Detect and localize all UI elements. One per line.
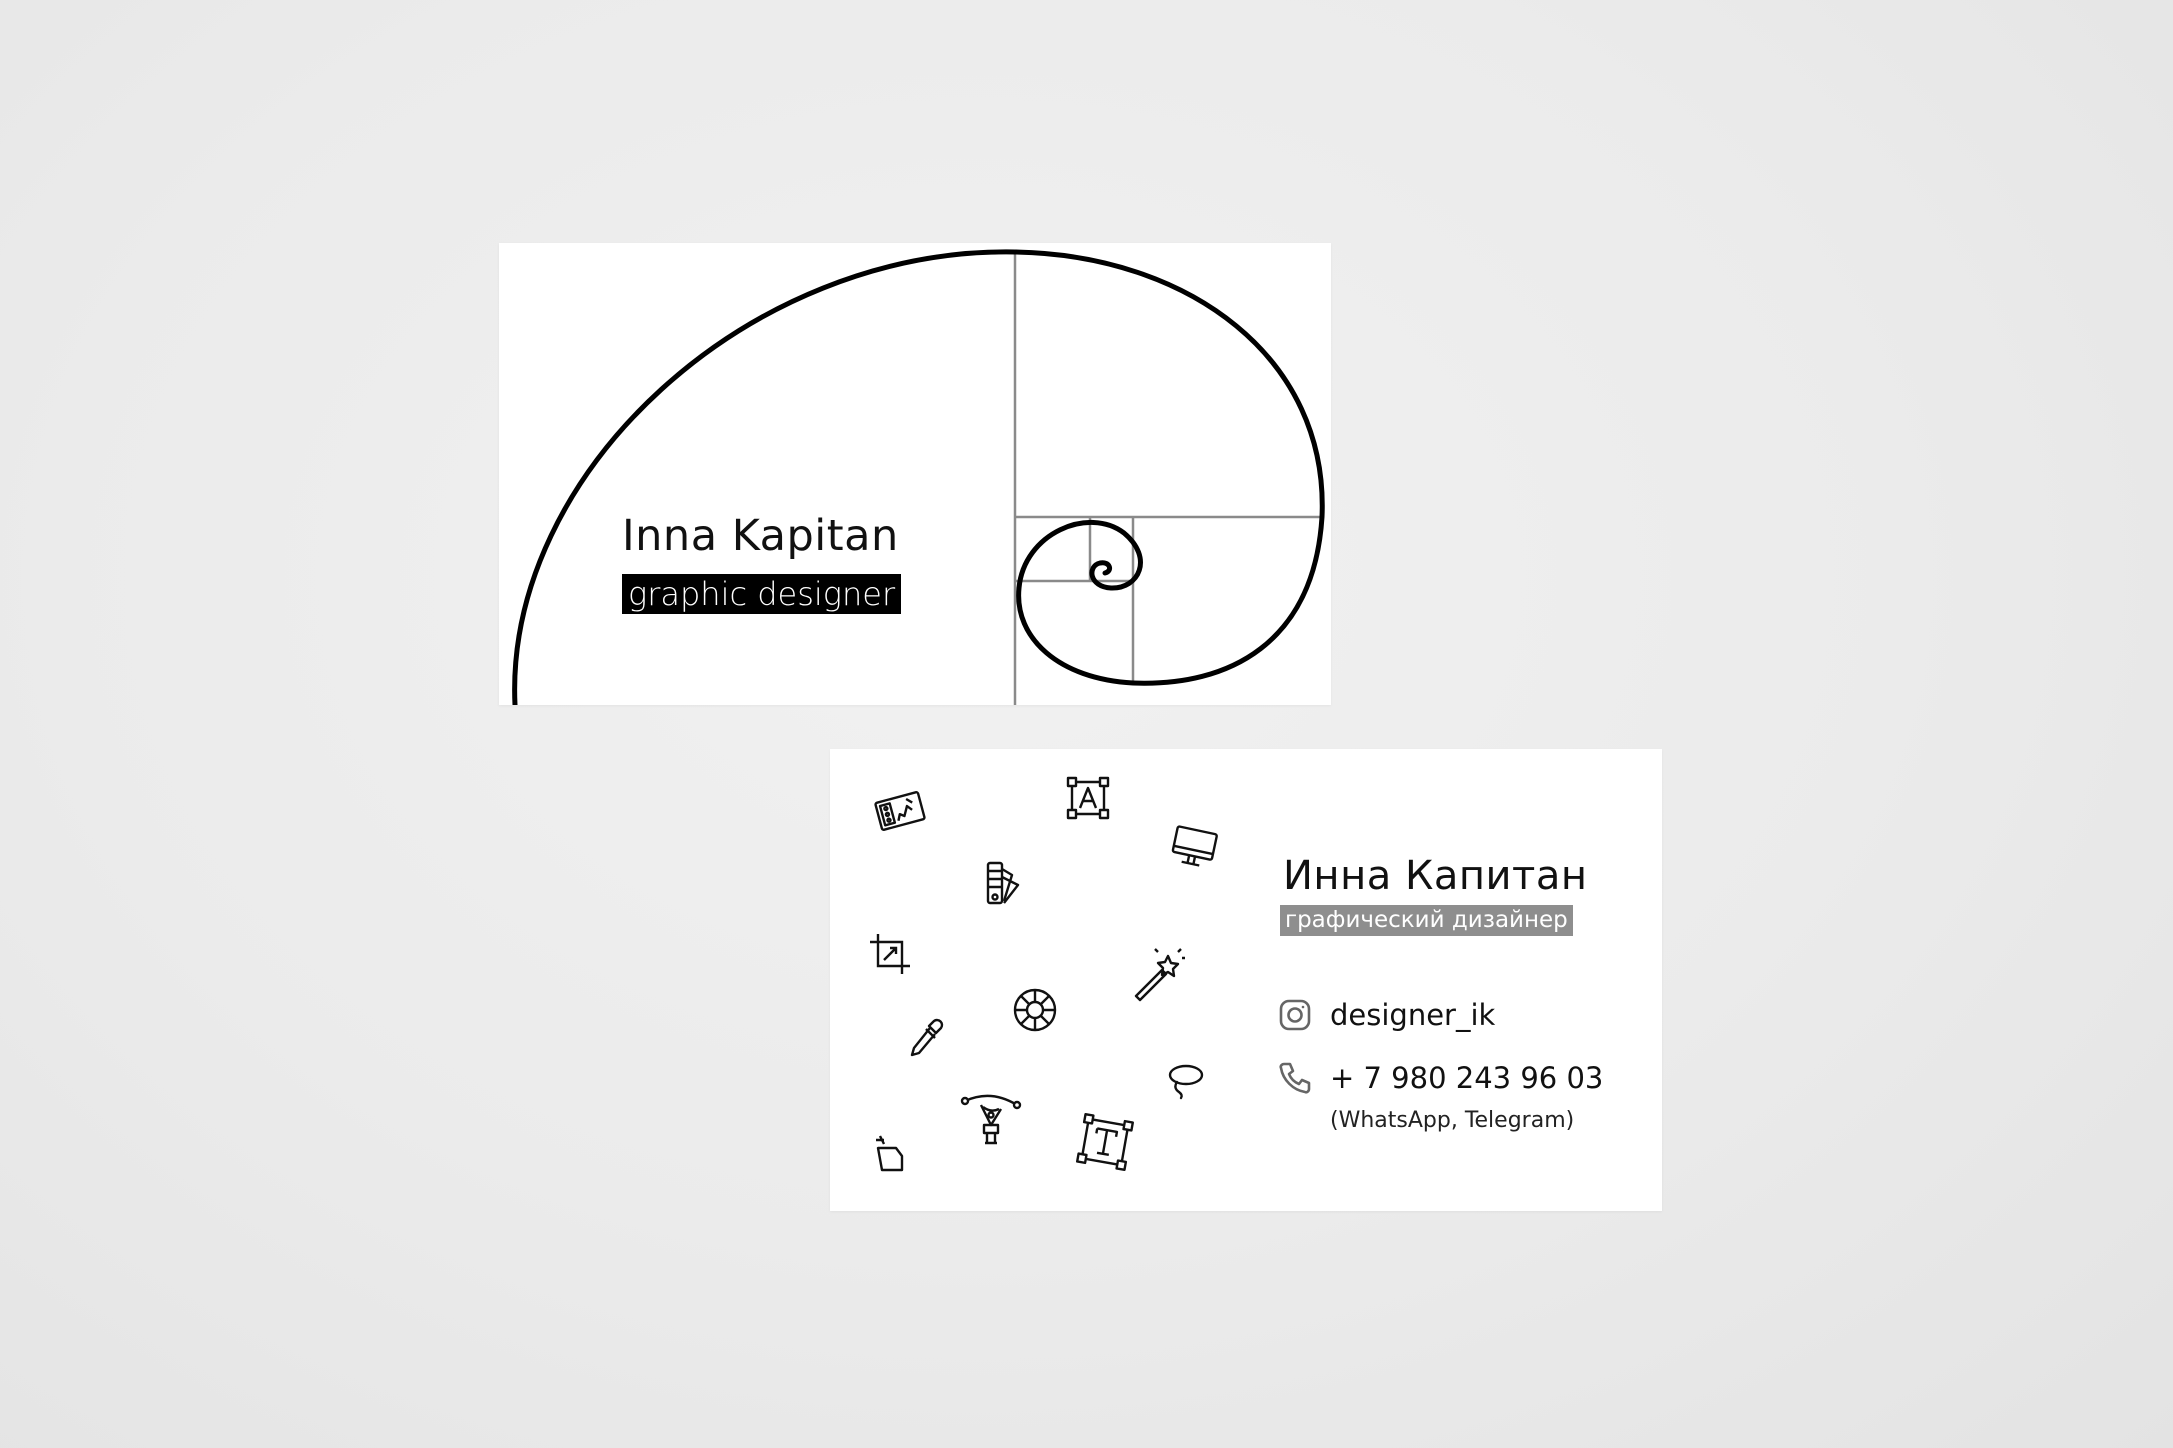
front-card-title: graphic designer <box>622 574 902 614</box>
color-wheel-icon <box>1011 986 1059 1034</box>
instagram-contact: designer_ik <box>1278 998 1495 1032</box>
instagram-icon <box>1279 999 1311 1031</box>
crop-icon <box>868 932 912 976</box>
instagram-handle: designer_ik <box>1330 998 1496 1032</box>
monitor-icon <box>1171 825 1218 867</box>
drawing-tablet-icon <box>874 791 926 831</box>
text-tool-icon <box>1075 1112 1135 1172</box>
back-card-title: графический дизайнер <box>1280 905 1573 936</box>
lasso-icon <box>1165 1062 1205 1100</box>
phone-messengers-note: (WhatsApp, Telegram) <box>1330 1108 1575 1133</box>
back-card-name: Инна Капитан <box>1283 853 1588 899</box>
magic-wand-icon <box>1132 946 1186 1002</box>
phone-icon <box>1279 1062 1311 1094</box>
golden-spiral-graphic <box>512 249 1325 705</box>
phone-contact: + 7 980 243 96 03 <box>1278 1061 1603 1095</box>
eyedropper-icon <box>906 1017 946 1061</box>
pen-tool-icon <box>960 1091 1022 1147</box>
paint-bucket-icon <box>874 1134 906 1174</box>
business-card-front: Inna Kapitan graphic designer <box>499 243 1331 705</box>
front-card-name: Inna Kapitan <box>622 511 899 561</box>
font-frame-icon <box>1066 776 1110 820</box>
phone-number: + 7 980 243 96 03 <box>1330 1061 1604 1095</box>
color-swatch-icon <box>978 859 1022 909</box>
business-card-back: Инна Капитан графический дизайнер design… <box>830 749 1662 1211</box>
